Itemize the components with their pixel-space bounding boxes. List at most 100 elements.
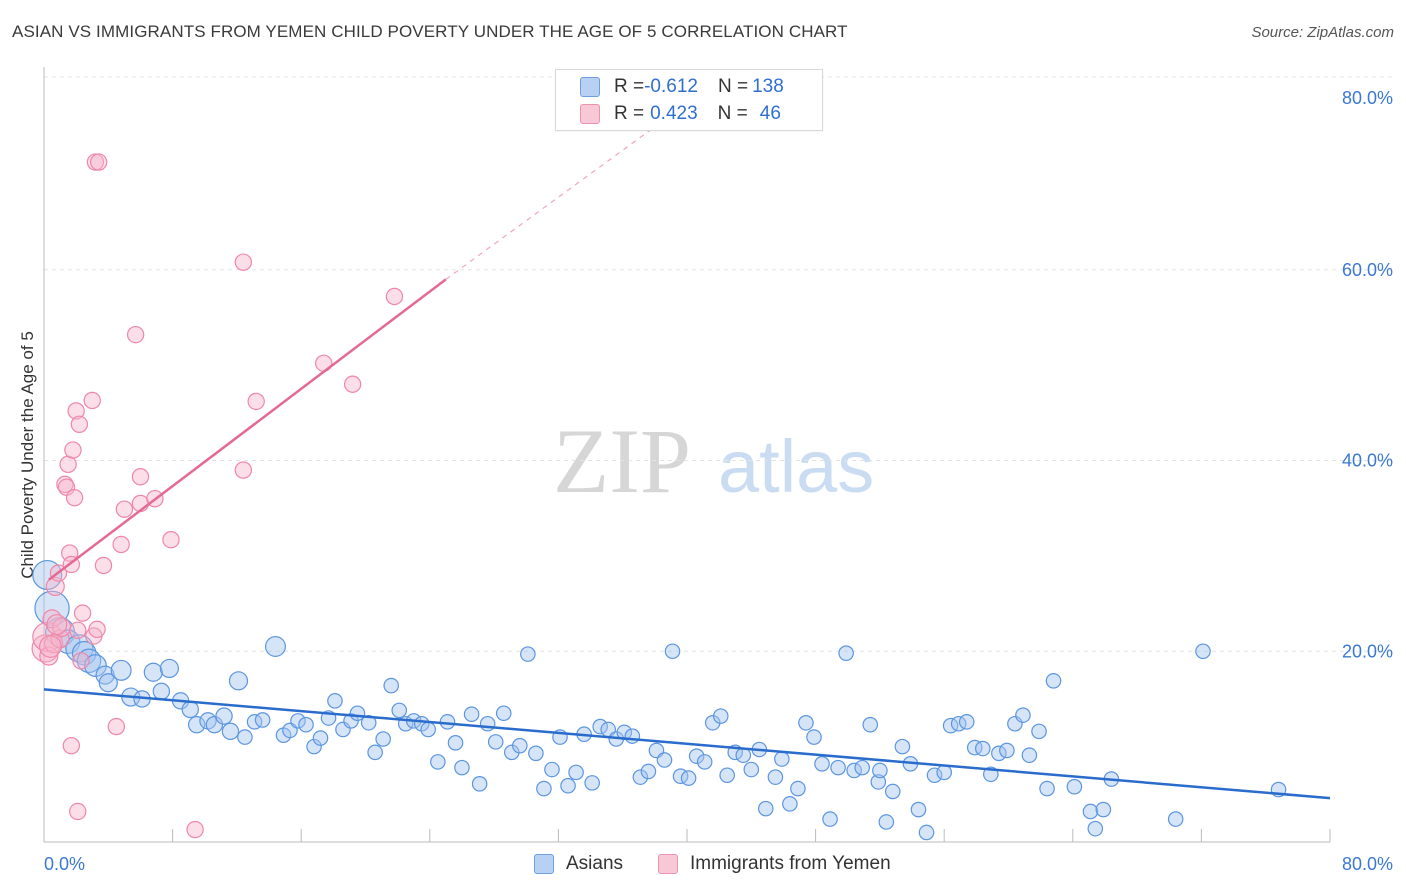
asian-trend-line xyxy=(43,688,1331,800)
asian-point xyxy=(306,738,322,755)
y-tick-label: 40.0% xyxy=(1342,451,1393,471)
asian-legend-label: Asians xyxy=(566,853,624,874)
asian-point xyxy=(894,738,911,755)
asian-point xyxy=(884,783,901,800)
asian-point xyxy=(152,682,171,701)
asian-point xyxy=(1167,811,1184,827)
legend-r-label: R = xyxy=(614,103,645,124)
asian-point xyxy=(479,715,496,732)
asian-point xyxy=(1066,778,1083,795)
legend-n-value: 46 xyxy=(759,103,781,124)
yemen-point xyxy=(343,375,362,393)
watermark-atlas: atlas xyxy=(718,425,874,508)
asian-point xyxy=(1045,673,1062,689)
asian-point xyxy=(454,759,470,776)
asian-point xyxy=(814,755,830,772)
yemen-point xyxy=(62,736,81,755)
asian-point xyxy=(991,745,1007,762)
asian-point xyxy=(838,645,854,661)
asian-point xyxy=(495,705,512,722)
asian-point xyxy=(592,718,608,735)
asian-point xyxy=(536,780,552,797)
asian-point xyxy=(383,677,400,694)
yemen-point xyxy=(186,820,204,839)
asian-point xyxy=(1015,707,1031,723)
y-tick-label: 80.0% xyxy=(1342,88,1393,108)
asian-swatch xyxy=(580,77,600,97)
asian-point xyxy=(1082,803,1099,820)
asian-point xyxy=(1039,780,1055,797)
yemen-point xyxy=(89,153,108,171)
chart-title: ASIAN VS IMMIGRANTS FROM YEMEN CHILD POV… xyxy=(12,22,848,41)
yemen-point xyxy=(115,500,134,518)
asian-point xyxy=(656,752,673,768)
legend-r-label: R = xyxy=(614,76,645,97)
asian-point xyxy=(767,769,784,785)
asian-point xyxy=(632,769,649,785)
asian-point xyxy=(1195,643,1211,660)
y-tick-label: 60.0% xyxy=(1342,260,1393,280)
asian-point xyxy=(1095,801,1112,818)
legend-n-label: N = xyxy=(717,103,748,124)
bottom-legend-yemen: Immigrants from Yemen xyxy=(658,852,891,876)
asian-point xyxy=(84,654,107,677)
asian-point xyxy=(520,646,536,662)
asian-point xyxy=(822,811,838,827)
asian-point xyxy=(926,767,943,784)
asian-point xyxy=(798,714,814,731)
asian-point xyxy=(966,739,983,756)
asian-point xyxy=(327,693,343,709)
asian-point xyxy=(375,731,391,747)
asian-point xyxy=(312,730,329,746)
yemen-point xyxy=(126,325,145,344)
asian-point xyxy=(205,716,224,734)
yemen-point xyxy=(94,556,113,575)
asian-point xyxy=(447,735,464,751)
asian-point xyxy=(181,700,199,719)
yemen-point xyxy=(39,635,62,658)
asian-point xyxy=(958,714,975,730)
asian-point xyxy=(290,713,306,729)
asian-point xyxy=(544,761,560,778)
asian-point xyxy=(463,706,480,723)
asian-points xyxy=(32,559,1287,841)
x-tick-label: 80.0% xyxy=(1342,854,1393,874)
yemen-points xyxy=(31,153,404,839)
yemen-point xyxy=(247,392,265,411)
legend-r-value: -0.612 xyxy=(644,76,698,97)
legend-row-yemen: R = 0.423 N = 46 xyxy=(580,102,781,126)
yemen-swatch xyxy=(658,854,678,874)
yemen-point xyxy=(45,576,65,597)
yemen-swatch xyxy=(580,104,600,124)
yemen-point xyxy=(107,717,126,736)
asian-point xyxy=(680,770,697,786)
legend-n-label: N = xyxy=(717,76,749,97)
yemen-point xyxy=(234,253,253,271)
yemen-point xyxy=(67,402,85,420)
asian-point xyxy=(254,712,271,728)
asian-point xyxy=(420,721,436,738)
asian-point xyxy=(830,759,846,776)
yemen-point xyxy=(162,530,180,549)
yemen-trend-extension xyxy=(445,126,656,280)
stats-legend: R = -0.612 N = 138 R = 0.423 N = 46 xyxy=(555,69,823,131)
asian-point xyxy=(870,774,887,790)
asian-point xyxy=(568,764,584,781)
asian-point xyxy=(878,814,895,830)
yemen-point xyxy=(73,604,92,622)
asian-point xyxy=(782,796,798,812)
asian-point xyxy=(712,708,729,724)
asian-point xyxy=(159,658,179,679)
yemen-point xyxy=(234,461,253,479)
yemen-point xyxy=(39,646,59,666)
asian-point xyxy=(846,762,862,779)
asian-point xyxy=(560,777,576,794)
yemen-point xyxy=(88,620,106,639)
asian-point xyxy=(98,673,118,693)
asian-point xyxy=(487,734,504,750)
asian-point xyxy=(910,801,927,818)
asian-point xyxy=(367,744,383,761)
yemen-point xyxy=(70,415,89,433)
asian-point xyxy=(696,754,713,770)
